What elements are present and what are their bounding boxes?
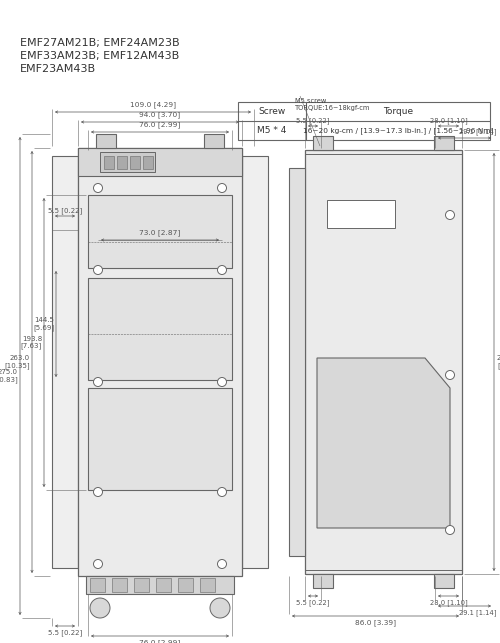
Bar bbox=[434, 574, 454, 588]
Bar bbox=[305, 150, 462, 574]
Text: 28.0 [1.10]: 28.0 [1.10] bbox=[430, 599, 468, 606]
Bar bbox=[100, 152, 155, 172]
Text: M5 screw
TORQUE:16~18kgf-cm: M5 screw TORQUE:16~18kgf-cm bbox=[295, 98, 370, 111]
Text: 193.8
[7.63]: 193.8 [7.63] bbox=[21, 336, 42, 349]
Text: 28.0 [1.10]: 28.0 [1.10] bbox=[430, 117, 468, 124]
Text: 144.5
[5.69]: 144.5 [5.69] bbox=[33, 317, 54, 331]
Bar bbox=[242, 156, 268, 568]
Text: 275.0
[10.83]: 275.0 [10.83] bbox=[0, 369, 18, 383]
Circle shape bbox=[90, 598, 110, 618]
Text: 76.0 [2.99]: 76.0 [2.99] bbox=[140, 122, 180, 128]
Circle shape bbox=[218, 487, 226, 496]
Bar bbox=[78, 148, 242, 176]
Text: 73.0 [2.87]: 73.0 [2.87] bbox=[140, 230, 180, 236]
Text: Screw: Screw bbox=[258, 107, 285, 116]
Circle shape bbox=[94, 559, 102, 568]
Bar bbox=[200, 578, 215, 592]
Circle shape bbox=[218, 377, 226, 386]
Text: 16~20 kg-cm / [13.9~17.3 lb-in.] / [1.56~1.96 Nm]: 16~20 kg-cm / [13.9~17.3 lb-in.] / [1.56… bbox=[303, 127, 493, 134]
Polygon shape bbox=[317, 358, 450, 528]
Circle shape bbox=[446, 370, 454, 379]
Text: EMF23AM43B: EMF23AM43B bbox=[20, 64, 96, 74]
Bar bbox=[96, 134, 116, 148]
Bar bbox=[52, 156, 78, 568]
Bar bbox=[88, 388, 232, 490]
Bar bbox=[90, 578, 105, 592]
Circle shape bbox=[94, 266, 102, 275]
Circle shape bbox=[218, 559, 226, 568]
Bar bbox=[104, 156, 114, 169]
Circle shape bbox=[218, 266, 226, 275]
Bar bbox=[134, 578, 149, 592]
Text: M5 * 4: M5 * 4 bbox=[258, 126, 286, 135]
Text: 5.5 [0.22]: 5.5 [0.22] bbox=[296, 599, 330, 606]
Circle shape bbox=[446, 525, 454, 534]
Bar bbox=[204, 134, 224, 148]
Text: 263.0
[10.35]: 263.0 [10.35] bbox=[4, 355, 30, 369]
Bar bbox=[238, 102, 490, 140]
Text: 109.0 [4.29]: 109.0 [4.29] bbox=[130, 101, 176, 108]
Bar bbox=[313, 136, 333, 150]
Bar bbox=[117, 156, 127, 169]
Bar bbox=[327, 200, 395, 228]
Text: EMF33AM23B; EMF12AM43B: EMF33AM23B; EMF12AM43B bbox=[20, 51, 179, 61]
Text: EMF27AM21B; EMF24AM23B: EMF27AM21B; EMF24AM23B bbox=[20, 38, 180, 48]
Text: 5.5 [0.22]: 5.5 [0.22] bbox=[48, 207, 82, 214]
Text: 76.0 [2.99]: 76.0 [2.99] bbox=[140, 639, 180, 643]
Bar bbox=[78, 148, 242, 576]
Circle shape bbox=[446, 210, 454, 219]
Bar bbox=[156, 578, 171, 592]
Circle shape bbox=[210, 598, 230, 618]
Circle shape bbox=[94, 183, 102, 192]
Text: Torque: Torque bbox=[383, 107, 413, 116]
Bar bbox=[434, 136, 454, 150]
Text: 29.1 [1.14]: 29.1 [1.14] bbox=[459, 609, 497, 616]
Text: 94.0 [3.70]: 94.0 [3.70] bbox=[140, 111, 180, 118]
Text: 5.5 [0.22]: 5.5 [0.22] bbox=[48, 629, 82, 636]
Text: 29.1 [1.14]: 29.1 [1.14] bbox=[459, 128, 497, 135]
Text: 263.0
[10.35]: 263.0 [10.35] bbox=[497, 355, 500, 369]
Bar bbox=[313, 574, 333, 588]
Circle shape bbox=[94, 487, 102, 496]
Bar bbox=[86, 576, 234, 594]
Circle shape bbox=[218, 183, 226, 192]
Bar bbox=[130, 156, 140, 169]
Bar bbox=[112, 578, 127, 592]
Bar bbox=[88, 195, 232, 268]
Bar bbox=[143, 156, 153, 169]
Bar bbox=[178, 578, 193, 592]
Circle shape bbox=[94, 377, 102, 386]
Bar bbox=[289, 168, 305, 556]
Text: 5.5 [0.22]: 5.5 [0.22] bbox=[296, 117, 330, 124]
Bar bbox=[88, 278, 232, 380]
Text: 86.0 [3.39]: 86.0 [3.39] bbox=[355, 619, 396, 626]
